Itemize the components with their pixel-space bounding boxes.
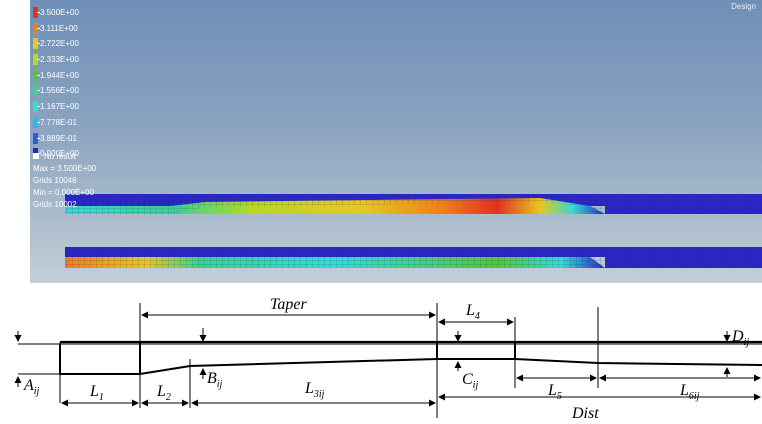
legend-label: 3.889E-01 [40,133,77,143]
legend-swatch [33,85,38,97]
geometry-schematic: Taper L4 Aij L1 L2 Bij L3ij Cij L5 L6ij … [14,296,762,422]
legend-tick [37,106,40,108]
legend-label: 3.500E+00 [40,8,79,17]
a-label: Aij [23,377,40,397]
legend-tick [37,137,40,139]
legend-tick [37,74,40,76]
legend-entry: 1.944E+00 [30,67,150,83]
no-result-swatch [33,153,39,159]
legend-tick [37,12,40,13]
no-result-label: No result [44,152,77,161]
legend-tick [37,43,40,45]
legend-entry: 3.889E-01 [30,130,150,146]
legend-tick [37,90,40,92]
legend-entry: 2.722E+00 [30,35,150,51]
legend-label: 2.333E+00 [40,55,79,65]
l5-label: L5 [547,382,562,402]
legend-label: 1.167E+00 [40,102,79,112]
b-label: Bij [207,370,223,390]
max-value: Max = 3.500E+00 [33,164,97,173]
legend-label: 3.111E+00 [40,23,78,33]
legend-swatch [33,69,38,81]
legend-entry: 1.167E+00 [30,98,150,114]
legend-tick [37,59,40,61]
legend-entry: 3.111E+00 [30,20,150,36]
design-label: Design [731,2,756,11]
l2-label: L2 [156,383,171,403]
d-label: Dij [731,328,749,348]
no-result-entry: No result [33,151,96,163]
dimension-arrows [14,311,761,407]
l6-label: L6ij [679,382,700,402]
legend-swatch [33,38,38,50]
lower-part-mesh [65,247,762,268]
profile-lines [18,303,762,418]
color-legend: 3.500E+00 3.111E+00 2.722E+00 2.333E+00 1.94… [30,4,150,161]
l4-label: L4 [465,302,480,322]
min-value: Min = 0.000E+00 [33,188,94,197]
upper-part-mesh [65,194,762,214]
legend-stats: No result Max = 3.500E+00 Grids 10046 Mi… [33,151,96,211]
legend-label: 1.556E+00 [40,86,79,96]
legend-label: 7.778E-01 [40,117,77,127]
dist-label: Dist [571,405,599,422]
legend-label: 0.000E+00 [40,149,79,159]
legend-tick [37,121,40,123]
legend-swatch [33,101,38,113]
legend-entry: 1.556E+00 [30,82,150,98]
legend-swatch [33,132,38,144]
l1-label: L1 [89,383,104,403]
legend-swatch [33,116,38,128]
dimension-labels: Taper L4 Aij L1 L2 Bij L3ij Cij L5 L6ij … [23,296,749,422]
taper-label: Taper [270,296,308,313]
c-label: Cij [462,371,478,391]
l3-label: L3ij [304,380,325,400]
fem-mesh-plot [65,194,762,268]
legend-entry: 2.333E+00 [30,51,150,67]
legend-swatch [33,22,38,34]
min-grid: Grids 10002 [33,200,77,209]
max-grid: Grids 10046 [33,176,77,185]
legend-swatch [33,7,38,18]
legend-entry: 7.778E-01 [30,114,150,130]
legend-tick [37,27,40,29]
legend-label: 1.944E+00 [40,70,79,80]
fem-viewport[interactable]: 3.500E+00 3.111E+00 2.722E+00 2.333E+00 1.94… [30,0,762,283]
legend-entry: 3.500E+00 [30,4,150,20]
legend-label: 2.722E+00 [40,39,79,49]
legend-swatch [33,54,38,66]
